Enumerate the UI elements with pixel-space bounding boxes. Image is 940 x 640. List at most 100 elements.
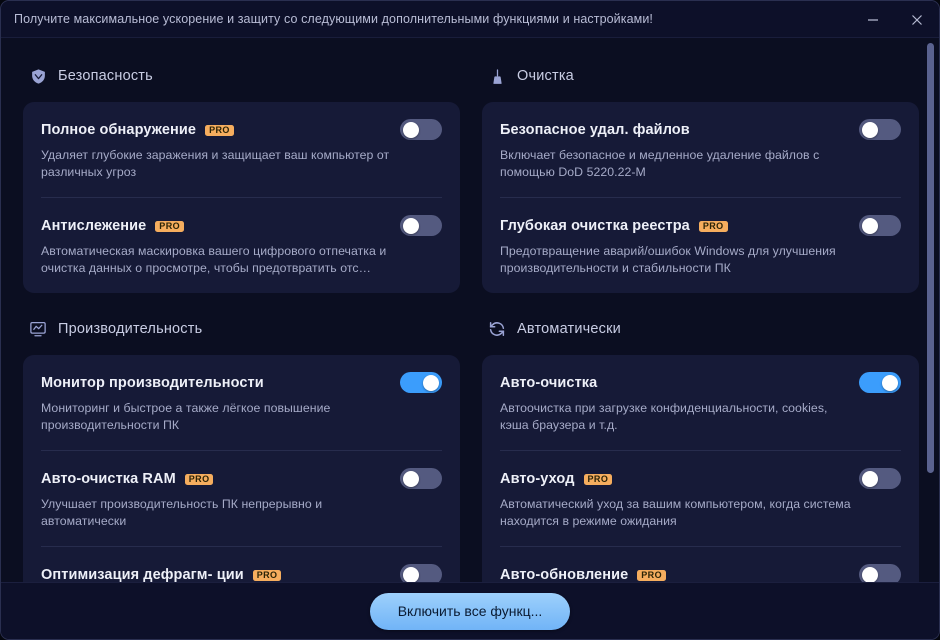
setting-row-header: Полное обнаружение PRO — [41, 119, 442, 140]
setting-title: Глубокая очистка реестра — [500, 217, 690, 234]
setting-title: Антислежение — [41, 217, 147, 234]
section-title-cleanup: Очистка — [517, 68, 574, 84]
pro-badge: PRO — [583, 473, 613, 486]
section-header-performance: Производительность — [29, 315, 460, 343]
setting-description: Мониторинг и быстрое а также лёгкое повы… — [41, 401, 331, 432]
toggle-knob — [862, 566, 878, 582]
footer-bar: Включить все функц... — [1, 582, 939, 639]
setting-description: Предотвращение аварий/ошибок Windows для… — [500, 244, 836, 275]
setting-row: Авто-обновление PRO Автообновление систе… — [500, 546, 901, 582]
section-header-cleanup: Очистка — [488, 62, 919, 90]
toggle-knob — [403, 470, 419, 487]
section-title-security: Безопасность — [58, 68, 153, 84]
section-title-performance: Производительность — [58, 321, 203, 337]
scrollbar-thumb[interactable] — [927, 43, 934, 473]
setting-description: Автоматическая маскировка вашего цифрово… — [41, 244, 387, 275]
window-title: Получите максимальное ускорение и защиту… — [14, 12, 654, 26]
toggle-knob — [862, 217, 878, 234]
settings-grid: Безопасность Полное обнаружение PRO Удал… — [23, 62, 919, 582]
close-button[interactable] — [895, 1, 939, 38]
setting-row: Безопасное удал. файлов Включает безопас… — [500, 102, 901, 197]
setting-row-header: Авто-уход PRO — [500, 468, 901, 489]
setting-row-header: Оптимизация дефрагм- ции PRO — [41, 564, 442, 582]
setting-toggle[interactable] — [400, 119, 442, 140]
setting-title: Оптимизация дефрагм- ции — [41, 566, 244, 583]
setting-row-header: Антислежение PRO — [41, 215, 442, 236]
minimize-icon — [868, 18, 878, 21]
broom-icon — [488, 67, 506, 85]
section-automatic: Автоматически Авто-очистка Автоочистка п… — [482, 315, 919, 582]
title-bar: Получите максимальное ускорение и защиту… — [1, 1, 939, 38]
toggle-knob — [403, 121, 419, 138]
setting-title: Авто-обновление — [500, 566, 629, 583]
setting-row: Авто-очистка Автоочистка при загрузке ко… — [500, 355, 901, 450]
pro-badge: PRO — [205, 124, 234, 137]
setting-description: Автоочистка при загрузке конфиденциально… — [500, 401, 828, 432]
section-header-security: Безопасность — [29, 62, 460, 90]
vertical-scrollbar[interactable] — [927, 43, 934, 577]
pro-badge: PRO — [184, 473, 214, 486]
setting-toggle[interactable] — [859, 119, 901, 140]
setting-row: Полное обнаружение PRO Удаляет глубокие … — [41, 102, 442, 197]
pro-badge: PRO — [698, 220, 728, 233]
setting-title: Монитор производительности — [41, 374, 264, 391]
setting-toggle[interactable] — [859, 468, 901, 489]
setting-row: Оптимизация дефрагм- ции PRO Грамотно ор… — [41, 546, 442, 582]
setting-row-header: Глубокая очистка реестра PRO — [500, 215, 901, 236]
card-automatic: Авто-очистка Автоочистка при загрузке ко… — [482, 355, 919, 582]
toggle-knob — [423, 374, 439, 391]
minimize-button[interactable] — [851, 1, 895, 38]
card-cleanup: Безопасное удал. файлов Включает безопас… — [482, 102, 919, 293]
pro-badge: PRO — [155, 220, 184, 233]
toggle-knob — [862, 121, 878, 138]
setting-row-header: Монитор производительности — [41, 372, 442, 393]
shield-icon — [29, 67, 47, 85]
toggle-knob — [403, 566, 419, 582]
setting-description: Включает безопасное и медленное удаление… — [500, 148, 820, 179]
setting-description: Автоматический уход за вашим компьютером… — [500, 497, 851, 528]
performance-monitor-icon — [29, 320, 47, 338]
setting-title: Авто-очистка — [500, 374, 598, 391]
section-security: Безопасность Полное обнаружение PRO Удал… — [23, 62, 460, 293]
setting-row: Глубокая очистка реестра PRO Предотвраще… — [500, 197, 901, 293]
section-performance: Производительность Монитор производитель… — [23, 315, 460, 582]
setting-row-header: Авто-очистка — [500, 372, 901, 393]
left-column: Безопасность Полное обнаружение PRO Удал… — [23, 62, 460, 582]
setting-description: Удаляет глубокие заражения и защищает ва… — [41, 148, 390, 179]
setting-row: Монитор производительности Мониторинг и … — [41, 355, 442, 450]
close-icon — [912, 14, 922, 25]
section-header-automatic: Автоматически — [488, 315, 919, 343]
toggle-knob — [403, 217, 419, 234]
section-cleanup: Очистка Безопасное удал. файлов Включает… — [482, 62, 919, 293]
window-controls — [851, 1, 939, 38]
toggle-knob — [882, 374, 898, 391]
sync-refresh-icon — [488, 320, 506, 338]
setting-toggle[interactable] — [859, 372, 901, 393]
enable-all-features-button[interactable]: Включить все функц... — [370, 592, 570, 630]
setting-toggle[interactable] — [400, 468, 442, 489]
toggle-knob — [862, 470, 878, 487]
settings-scroll-area[interactable]: Безопасность Полное обнаружение PRO Удал… — [1, 38, 939, 582]
setting-row-header: Авто-обновление PRO — [500, 564, 901, 582]
setting-description: Улучшает производительность ПК непрерывн… — [41, 497, 323, 528]
setting-title: Авто-очистка RAM — [41, 470, 176, 487]
setting-toggle[interactable] — [400, 215, 442, 236]
setting-title: Авто-уход — [500, 470, 575, 487]
setting-title: Полное обнаружение — [41, 121, 197, 138]
setting-toggle[interactable] — [859, 215, 901, 236]
pro-badge: PRO — [252, 569, 282, 582]
right-column: Очистка Безопасное удал. файлов Включает… — [482, 62, 919, 582]
setting-row-header: Безопасное удал. файлов — [500, 119, 901, 140]
pro-badge: PRO — [637, 569, 666, 582]
card-performance: Монитор производительности Мониторинг и … — [23, 355, 460, 582]
setting-title: Безопасное удал. файлов — [500, 121, 690, 138]
setting-toggle[interactable] — [859, 564, 901, 582]
setting-row-header: Авто-очистка RAM PRO — [41, 468, 442, 489]
setting-row: Антислежение PRO Автоматическая маскиров… — [41, 197, 442, 293]
setting-row: Авто-уход PRO Автоматический уход за ваш… — [500, 450, 901, 546]
section-title-automatic: Автоматически — [517, 321, 621, 337]
setting-row: Авто-очистка RAM PRO Улучшает производит… — [41, 450, 442, 546]
setting-toggle[interactable] — [400, 372, 442, 393]
setting-toggle[interactable] — [400, 564, 442, 582]
